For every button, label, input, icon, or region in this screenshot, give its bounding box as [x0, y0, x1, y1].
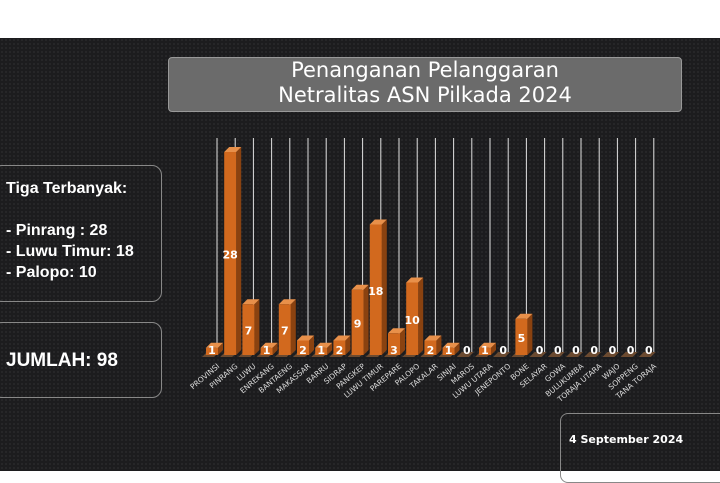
bar-side	[327, 342, 333, 355]
top-item: - Luwu Timur: 18	[6, 243, 134, 260]
bar-side	[309, 335, 314, 355]
data-label: 9	[354, 317, 362, 330]
bar-floor	[456, 352, 474, 357]
data-label: 18	[368, 285, 383, 298]
bar-top	[260, 342, 278, 348]
data-label: 2	[336, 344, 344, 357]
data-label: 0	[590, 344, 598, 357]
top-item: - Palopo: 10	[6, 264, 97, 281]
bar	[442, 347, 455, 355]
bar	[242, 304, 255, 355]
bar	[388, 333, 400, 355]
bar	[351, 289, 364, 355]
top-three-heading: Tiga Terbanyak:	[6, 180, 128, 197]
bar	[369, 224, 382, 355]
data-label: 0	[499, 344, 507, 357]
bar-side	[454, 342, 460, 355]
bar-side	[363, 284, 369, 355]
bar-floor	[547, 352, 565, 357]
bar	[315, 347, 328, 355]
bar-top	[479, 342, 496, 348]
bar-top	[315, 342, 333, 348]
bar	[479, 347, 491, 355]
bar	[406, 282, 419, 355]
bar-top	[206, 342, 223, 348]
bar-side	[272, 342, 278, 355]
data-label: 1	[317, 344, 325, 357]
bar-top	[278, 299, 296, 305]
chart-title-box: Penanganan Pelanggaran Netralitas ASN Pi…	[168, 57, 682, 112]
data-label: 1	[445, 344, 453, 357]
data-label: 0	[572, 344, 580, 357]
data-label: 5	[518, 332, 526, 345]
bar-top	[424, 335, 442, 341]
bar-top	[333, 335, 351, 341]
data-label: 1	[208, 344, 216, 357]
bar-top	[297, 335, 314, 341]
bar-chart: 1PROVINSI28PINRANG7LUWU1ENREKANG7BANTAEN…	[188, 138, 659, 404]
bar-side	[418, 277, 424, 355]
bar-side	[381, 219, 387, 355]
bar-floor	[620, 352, 638, 357]
bar	[515, 318, 528, 355]
bar	[206, 347, 218, 355]
bar-top	[406, 277, 424, 283]
bar-floor	[584, 352, 602, 357]
bar-top	[515, 313, 533, 319]
bar-side	[254, 299, 260, 355]
date-label: 4 September 2024	[569, 433, 684, 446]
bar-side	[436, 335, 442, 355]
bar-side	[491, 342, 496, 355]
bar-top	[442, 342, 460, 348]
data-label: 0	[554, 344, 562, 357]
bar-side	[236, 147, 242, 355]
data-label: 1	[263, 344, 271, 357]
bar-top	[351, 284, 369, 290]
top-three-box: Tiga Terbanyak: - Pinrang : 28 - Luwu Ti…	[0, 165, 162, 302]
data-label: 7	[281, 325, 289, 338]
data-label: 0	[627, 344, 635, 357]
data-label: 3	[390, 344, 398, 357]
bar-side	[345, 335, 351, 355]
bar	[224, 152, 237, 355]
data-label: 0	[536, 344, 544, 357]
bar-top	[224, 147, 242, 152]
bar-side	[218, 342, 223, 355]
bar-floor	[493, 352, 511, 357]
bar	[297, 340, 309, 355]
data-label: 28	[223, 249, 238, 262]
bar-floor	[638, 352, 656, 357]
chart-title-line-2: Netralitas ASN Pilkada 2024	[278, 83, 572, 107]
top-item: - Pinrang : 28	[6, 222, 108, 239]
bar	[333, 340, 346, 355]
data-label: 2	[427, 344, 435, 357]
bar-floor	[602, 352, 620, 357]
data-label: 0	[463, 344, 471, 357]
chart-title-line-1: Penanganan Pelanggaran	[291, 58, 559, 82]
bar	[260, 347, 273, 355]
bar	[278, 304, 291, 355]
data-label: 10	[405, 314, 421, 327]
bar-top	[369, 219, 387, 225]
bar-side	[290, 299, 296, 355]
bar-top	[388, 328, 405, 334]
data-label: 2	[299, 344, 307, 357]
bar-side	[400, 328, 405, 355]
total-label: JUMLAH: 98	[6, 350, 118, 371]
bar-floor	[529, 352, 547, 357]
bar-top	[242, 299, 260, 305]
data-label: 1	[481, 344, 489, 357]
bar-floor	[566, 352, 583, 357]
bar-side	[527, 313, 533, 355]
data-label: 0	[609, 344, 617, 357]
data-label: 0	[645, 344, 653, 357]
bar	[424, 340, 437, 355]
data-label: 7	[245, 325, 253, 338]
total-box: JUMLAH: 98	[0, 322, 162, 398]
